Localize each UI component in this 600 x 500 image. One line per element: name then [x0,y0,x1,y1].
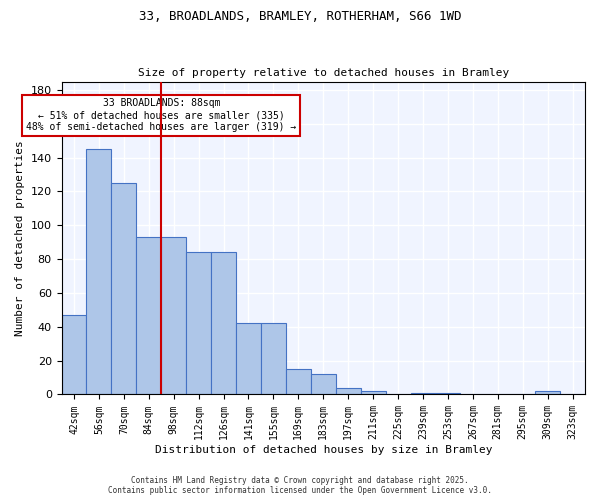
Bar [136,237,161,394]
Text: 33 BROADLANDS: 88sqm
← 51% of detached houses are smaller (335)
48% of semi-deta: 33 BROADLANDS: 88sqm ← 51% of detached h… [26,98,296,132]
Text: Contains HM Land Registry data © Crown copyright and database right 2025.
Contai: Contains HM Land Registry data © Crown c… [108,476,492,495]
Bar [86,149,112,394]
Bar [112,183,136,394]
Bar [336,388,361,394]
Title: Size of property relative to detached houses in Bramley: Size of property relative to detached ho… [137,68,509,78]
Bar [286,369,311,394]
Y-axis label: Number of detached properties: Number of detached properties [15,140,25,336]
Bar [261,324,286,394]
Bar [311,374,336,394]
X-axis label: Distribution of detached houses by size in Bramley: Distribution of detached houses by size … [155,445,492,455]
Bar [211,252,236,394]
Text: 33, BROADLANDS, BRAMLEY, ROTHERHAM, S66 1WD: 33, BROADLANDS, BRAMLEY, ROTHERHAM, S66 … [139,10,461,23]
Bar [236,324,261,394]
Bar [410,393,436,394]
Bar [186,252,211,394]
Bar [436,393,460,394]
Bar [361,391,386,394]
Bar [161,237,186,394]
Bar [535,391,560,394]
Bar [62,315,86,394]
